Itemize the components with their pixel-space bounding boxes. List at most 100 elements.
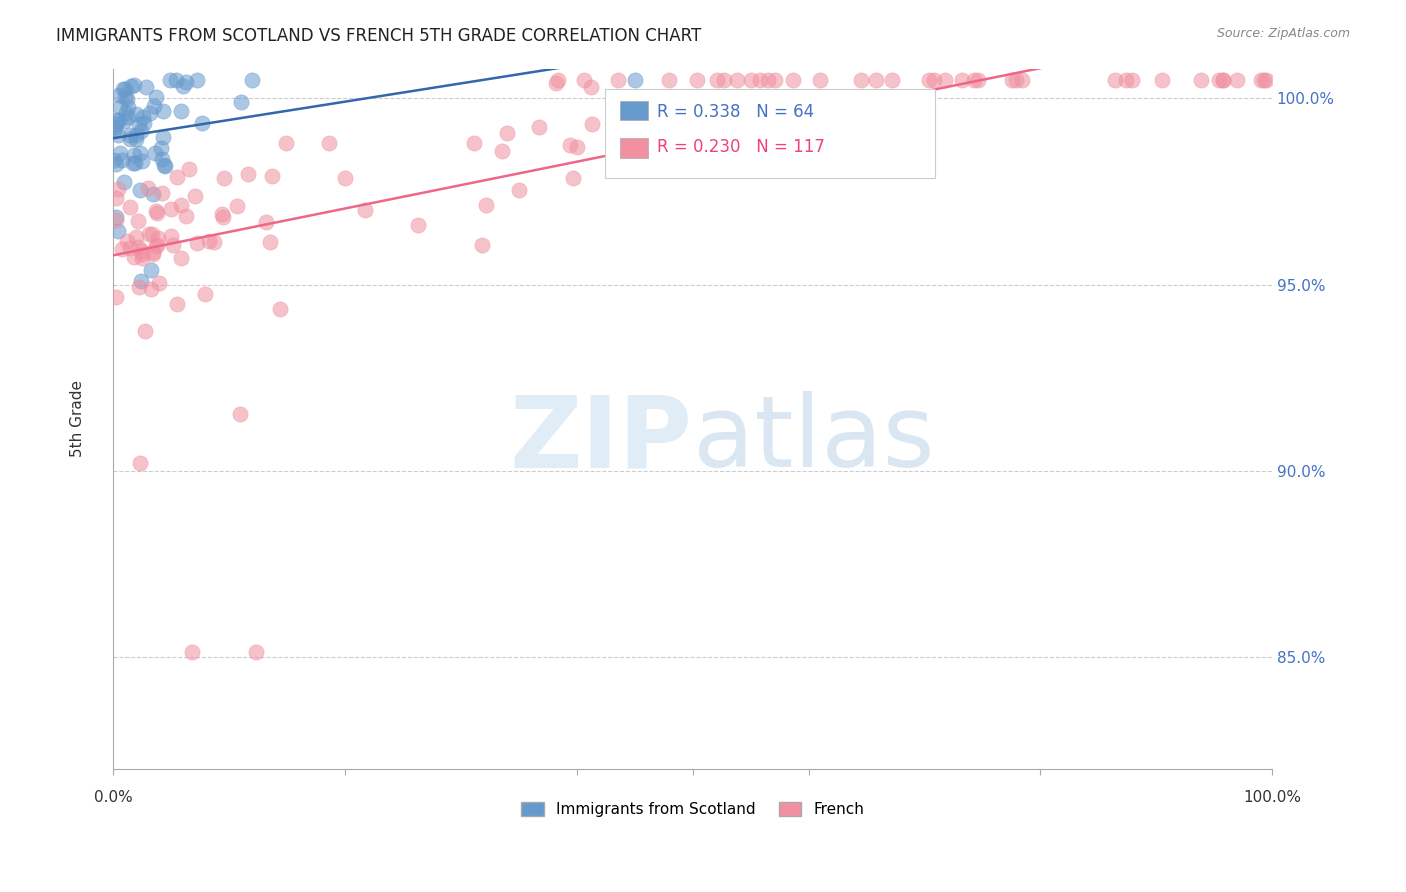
French bbox=[1152, 72, 1174, 87]
Immigrants from Scotland bbox=[122, 148, 145, 162]
French bbox=[849, 72, 872, 87]
French bbox=[276, 136, 298, 150]
Immigrants from Scotland bbox=[107, 128, 129, 143]
Immigrants from Scotland bbox=[145, 89, 167, 103]
French bbox=[567, 140, 589, 154]
Immigrants from Scotland bbox=[112, 82, 135, 96]
French bbox=[1212, 72, 1234, 87]
French bbox=[491, 144, 513, 158]
French bbox=[1226, 72, 1249, 87]
French bbox=[1001, 72, 1024, 87]
Immigrants from Scotland bbox=[623, 72, 645, 87]
Immigrants from Scotland bbox=[150, 152, 173, 166]
Immigrants from Scotland bbox=[153, 160, 176, 174]
French bbox=[918, 72, 941, 87]
French bbox=[626, 143, 648, 157]
Immigrants from Scotland bbox=[115, 106, 138, 120]
Immigrants from Scotland bbox=[124, 107, 146, 121]
French bbox=[463, 136, 485, 150]
Immigrants from Scotland bbox=[122, 155, 145, 169]
French bbox=[131, 251, 153, 265]
French bbox=[572, 72, 595, 87]
French bbox=[1208, 72, 1230, 87]
Immigrants from Scotland bbox=[172, 79, 194, 94]
French bbox=[963, 72, 986, 87]
Immigrants from Scotland bbox=[152, 104, 174, 119]
French bbox=[146, 238, 169, 252]
French bbox=[177, 161, 200, 176]
French bbox=[238, 167, 260, 181]
French bbox=[104, 213, 127, 227]
Immigrants from Scotland bbox=[104, 120, 127, 134]
French bbox=[558, 137, 581, 152]
French bbox=[808, 72, 831, 87]
French bbox=[260, 169, 283, 183]
French bbox=[922, 72, 945, 87]
French bbox=[406, 219, 429, 233]
French bbox=[118, 200, 141, 214]
Immigrants from Scotland bbox=[143, 145, 166, 160]
French bbox=[127, 240, 149, 254]
French bbox=[1011, 72, 1033, 87]
French bbox=[128, 279, 150, 293]
French bbox=[1253, 72, 1275, 87]
French bbox=[184, 189, 207, 203]
Immigrants from Scotland bbox=[124, 78, 146, 93]
French bbox=[141, 282, 163, 296]
Immigrants from Scotland bbox=[131, 110, 153, 124]
French bbox=[782, 72, 804, 87]
Immigrants from Scotland bbox=[139, 263, 162, 277]
French bbox=[1256, 72, 1278, 87]
French bbox=[1104, 72, 1126, 87]
French bbox=[544, 76, 567, 90]
French bbox=[1189, 72, 1212, 87]
French bbox=[214, 170, 236, 185]
French bbox=[181, 645, 204, 659]
Immigrants from Scotland bbox=[129, 274, 152, 288]
French bbox=[561, 171, 583, 186]
Immigrants from Scotland bbox=[103, 124, 125, 138]
French bbox=[169, 252, 191, 266]
French bbox=[131, 247, 153, 261]
Immigrants from Scotland bbox=[242, 72, 264, 87]
Text: 100.0%: 100.0% bbox=[1243, 790, 1301, 805]
French bbox=[141, 227, 163, 242]
French bbox=[658, 72, 681, 87]
French bbox=[269, 302, 291, 317]
Text: 0.0%: 0.0% bbox=[94, 790, 132, 805]
French bbox=[202, 235, 225, 250]
Immigrants from Scotland bbox=[125, 132, 148, 146]
French bbox=[581, 117, 603, 131]
French bbox=[699, 119, 721, 133]
French bbox=[725, 72, 748, 87]
Immigrants from Scotland bbox=[108, 145, 131, 160]
Text: atlas: atlas bbox=[693, 392, 935, 489]
French bbox=[1212, 72, 1234, 87]
Immigrants from Scotland bbox=[120, 131, 142, 145]
Immigrants from Scotland bbox=[170, 104, 193, 119]
French bbox=[713, 72, 735, 87]
French bbox=[127, 214, 149, 228]
Y-axis label: 5th Grade: 5th Grade bbox=[69, 380, 84, 458]
French bbox=[124, 230, 146, 244]
Immigrants from Scotland bbox=[135, 79, 157, 94]
French bbox=[254, 215, 277, 229]
French bbox=[508, 183, 530, 197]
French bbox=[668, 100, 690, 114]
Immigrants from Scotland bbox=[120, 79, 142, 94]
French bbox=[115, 234, 138, 248]
French bbox=[211, 206, 233, 220]
Immigrants from Scotland bbox=[105, 157, 128, 171]
Text: R = 0.230   N = 117: R = 0.230 N = 117 bbox=[657, 138, 824, 156]
Immigrants from Scotland bbox=[174, 75, 197, 89]
French bbox=[1005, 72, 1028, 87]
Text: IMMIGRANTS FROM SCOTLAND VS FRENCH 5TH GRADE CORRELATION CHART: IMMIGRANTS FROM SCOTLAND VS FRENCH 5TH G… bbox=[56, 27, 702, 45]
French bbox=[702, 94, 724, 108]
French bbox=[170, 198, 193, 212]
Immigrants from Scotland bbox=[107, 87, 129, 102]
French bbox=[606, 72, 628, 87]
French bbox=[146, 231, 169, 245]
Immigrants from Scotland bbox=[186, 72, 208, 87]
Immigrants from Scotland bbox=[105, 117, 128, 131]
French bbox=[111, 242, 134, 256]
